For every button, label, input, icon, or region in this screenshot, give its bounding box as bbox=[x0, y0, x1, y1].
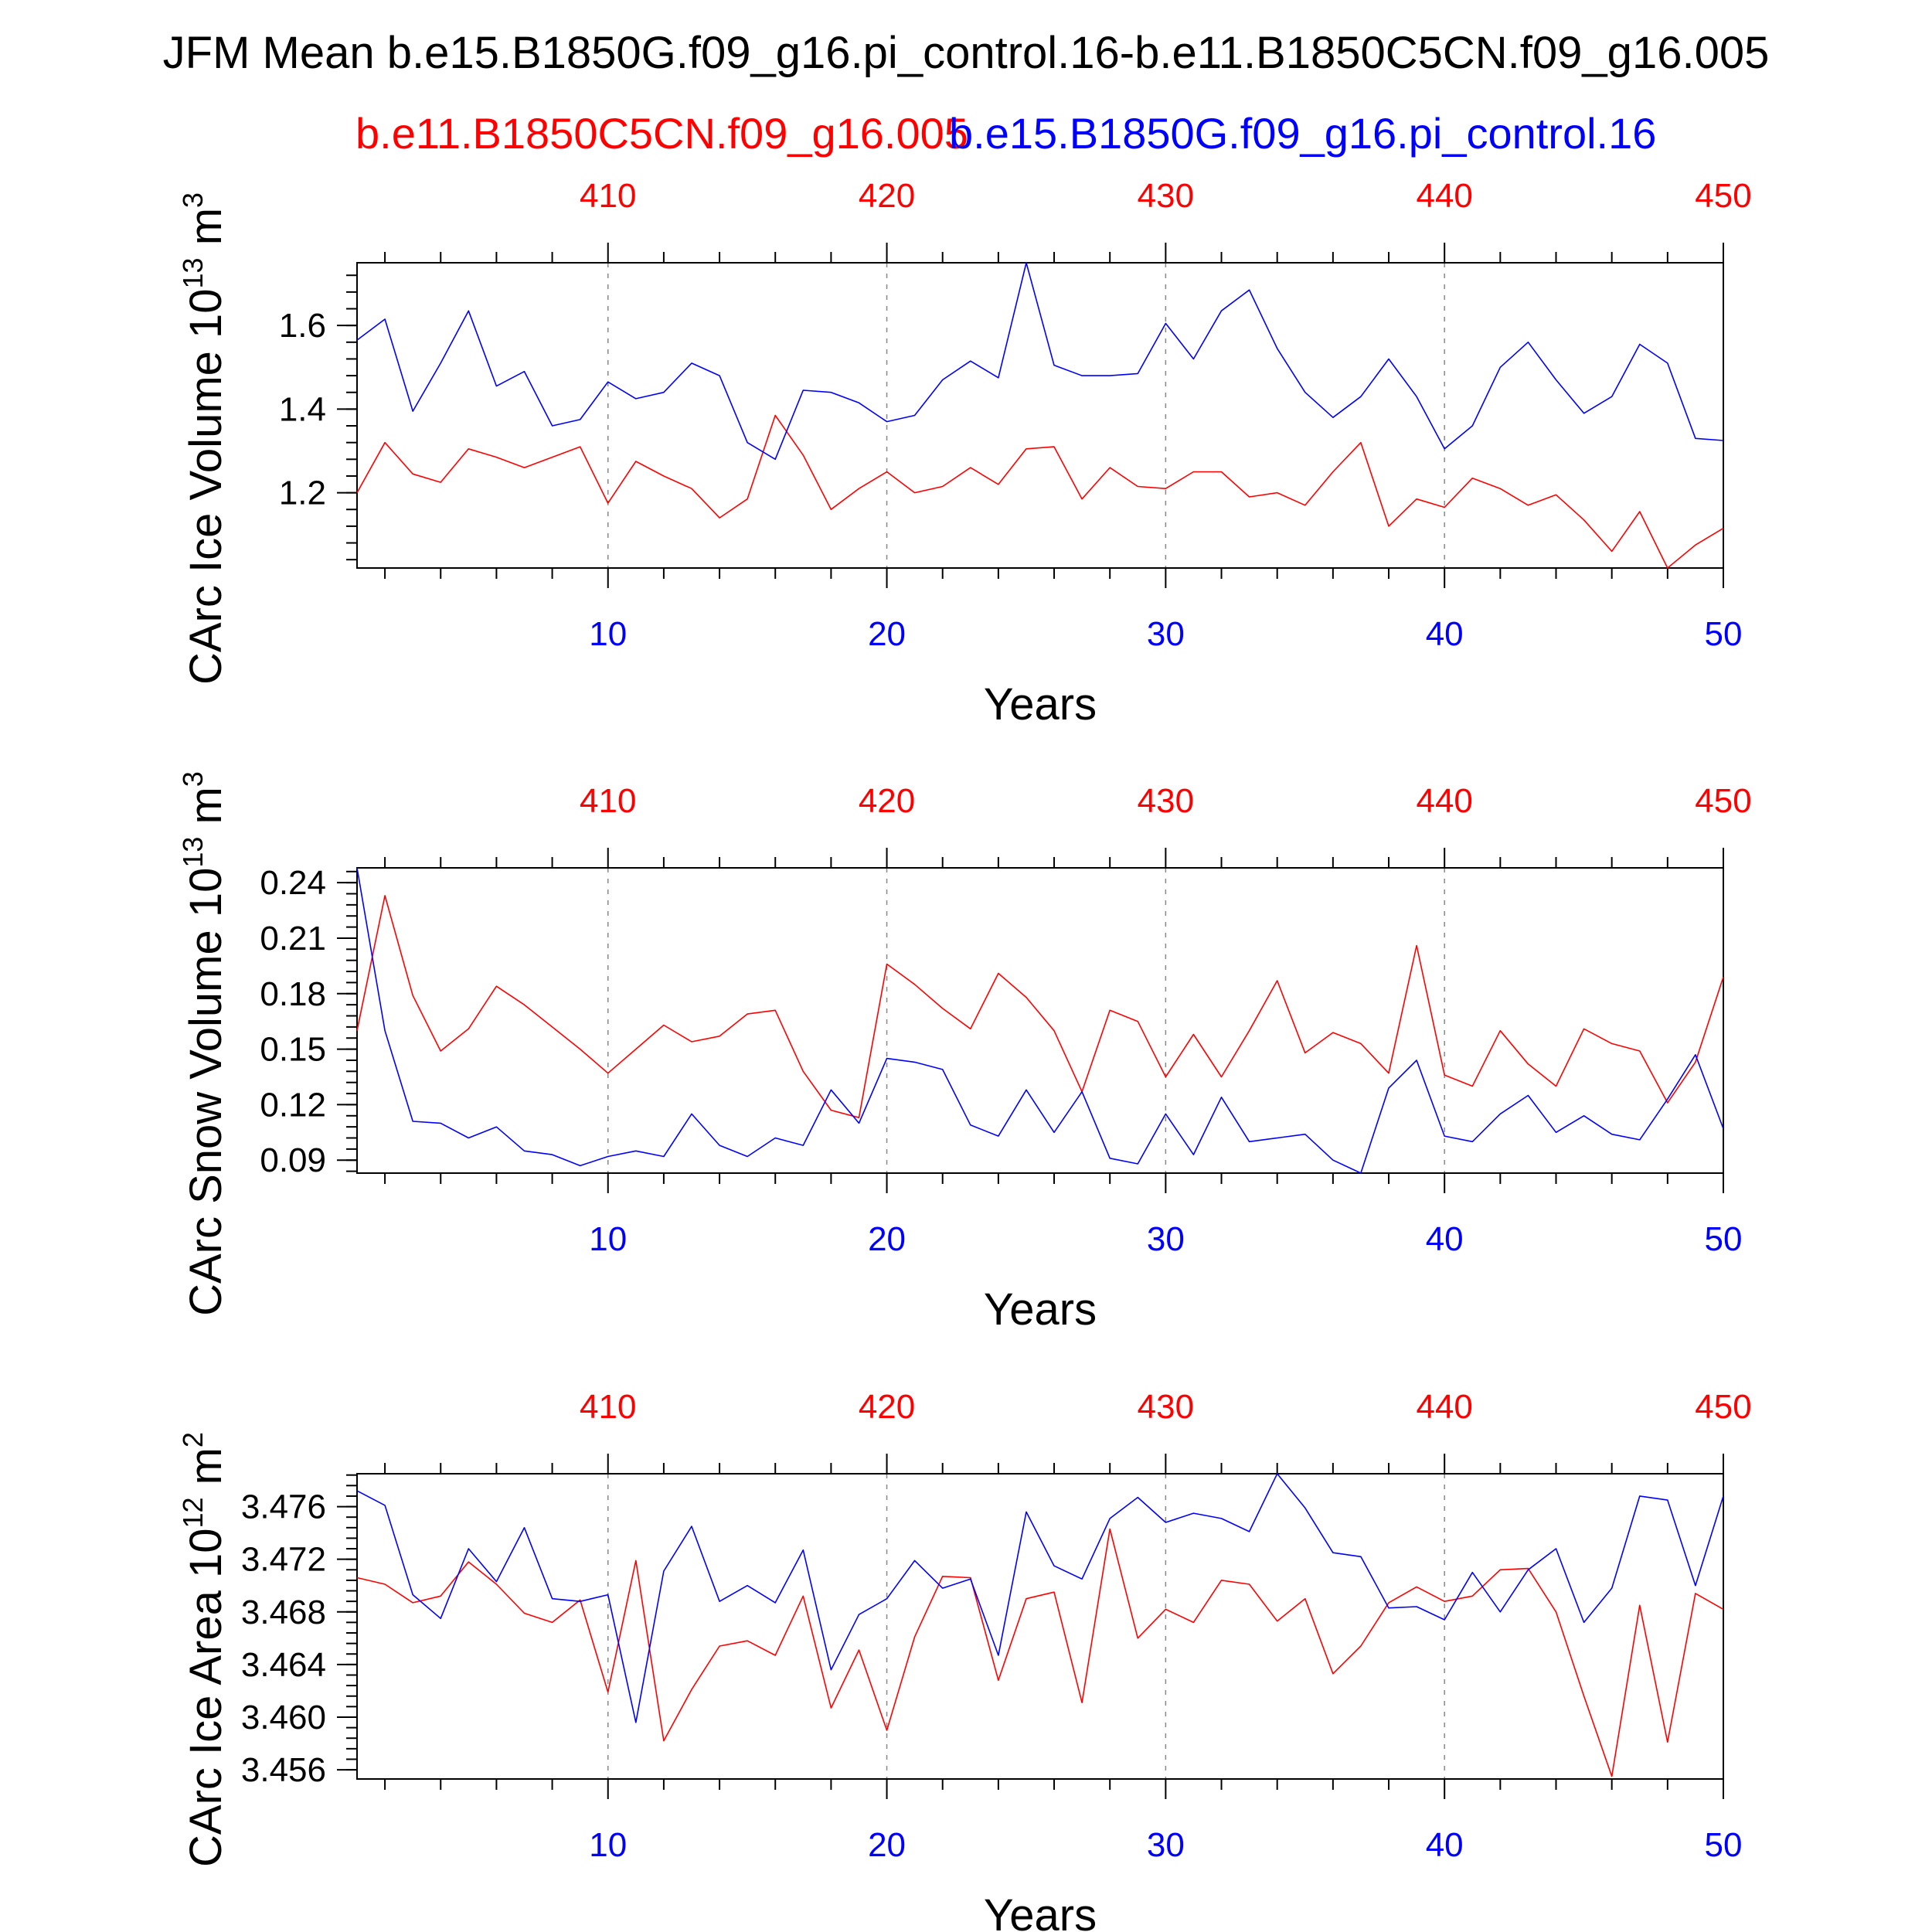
series-line-blue bbox=[356, 867, 1724, 1174]
y-tick-label: 3.472 bbox=[241, 1541, 326, 1579]
x-axis-label: Years bbox=[984, 679, 1097, 730]
series-line-red bbox=[356, 895, 1724, 1118]
x-tick-label-top: 440 bbox=[1416, 177, 1472, 215]
y-tick-label: 1.4 bbox=[279, 390, 326, 428]
y-tick-label: 3.464 bbox=[241, 1646, 326, 1684]
x-axis-label: Years bbox=[984, 1284, 1097, 1335]
series-line-red bbox=[356, 1528, 1724, 1777]
y-tick-label: 3.476 bbox=[241, 1488, 326, 1526]
x-tick-label-top: 430 bbox=[1138, 782, 1194, 820]
y-tick-label: 3.468 bbox=[241, 1594, 326, 1631]
x-tick-label: 30 bbox=[1147, 1826, 1185, 1864]
y-axis-label: CArc Ice Area 1012 m2 bbox=[177, 1432, 231, 1867]
series-line-blue bbox=[356, 262, 1724, 461]
plot-frame bbox=[356, 867, 1724, 1174]
series-line-red bbox=[356, 414, 1724, 569]
x-tick-label-top: 450 bbox=[1695, 782, 1751, 820]
x-tick-label: 10 bbox=[589, 1826, 627, 1864]
y-tick-label: 0.09 bbox=[260, 1141, 326, 1179]
x-tick-label-top: 450 bbox=[1695, 1388, 1751, 1426]
x-tick-label-top: 420 bbox=[859, 1388, 915, 1426]
y-axis-label: CArc Ice Volume 1013 m3 bbox=[177, 192, 231, 685]
x-tick-label-top: 440 bbox=[1416, 1388, 1472, 1426]
x-tick-label: 20 bbox=[868, 615, 906, 653]
y-tick-label: 0.24 bbox=[260, 864, 326, 902]
series-line-blue bbox=[356, 1473, 1724, 1723]
x-tick-label-top: 410 bbox=[580, 177, 636, 215]
y-tick-label: 0.15 bbox=[260, 1031, 326, 1069]
x-tick-label: 30 bbox=[1147, 1220, 1185, 1258]
y-tick-label: 0.18 bbox=[260, 975, 326, 1013]
plot-frame bbox=[356, 262, 1724, 569]
x-tick-label: 20 bbox=[868, 1826, 906, 1864]
x-tick-label: 20 bbox=[868, 1220, 906, 1258]
x-tick-label-top: 410 bbox=[580, 782, 636, 820]
x-axis-label: Years bbox=[984, 1890, 1097, 1932]
x-tick-label: 40 bbox=[1426, 1826, 1464, 1864]
x-tick-label: 30 bbox=[1147, 615, 1185, 653]
x-tick-label: 40 bbox=[1426, 1220, 1464, 1258]
y-tick-label: 1.2 bbox=[279, 474, 326, 512]
x-tick-label-top: 420 bbox=[859, 177, 915, 215]
x-tick-label-top: 430 bbox=[1138, 177, 1194, 215]
x-tick-label-top: 440 bbox=[1416, 782, 1472, 820]
x-tick-label-top: 430 bbox=[1138, 1388, 1194, 1426]
y-tick-label: 0.12 bbox=[260, 1086, 326, 1124]
y-tick-label: 0.21 bbox=[260, 920, 326, 957]
x-tick-label: 40 bbox=[1426, 615, 1464, 653]
panel-1: 10 410 20 420 30 430 40 440 50 450 Years 1.2 1.4 1.6 C… bbox=[177, 177, 1752, 730]
x-tick-label-top: 450 bbox=[1695, 177, 1751, 215]
x-tick-label: 10 bbox=[589, 1220, 627, 1258]
plot-frame bbox=[356, 1473, 1724, 1780]
x-tick-label-top: 420 bbox=[859, 782, 915, 820]
x-tick-label-top: 410 bbox=[580, 1388, 636, 1426]
y-axis-label: CArc Snow Volume 1013 m3 bbox=[177, 771, 231, 1316]
legend-red-case: b.e11.B1850C5CN.f09_g16.005 bbox=[355, 109, 968, 158]
x-tick-label: 50 bbox=[1705, 1220, 1743, 1258]
figure-title: JFM Mean b.e15.B1850G.f09_g16.pi_control… bbox=[163, 28, 1770, 78]
panel-3: 10 410 20 420 30 430 40 440 50 450 Years 3.456 3.460… bbox=[177, 1388, 1752, 1932]
y-tick-label: 1.6 bbox=[279, 307, 326, 345]
y-tick-label: 3.460 bbox=[241, 1699, 326, 1736]
x-tick-label: 50 bbox=[1705, 615, 1743, 653]
x-tick-label: 10 bbox=[589, 615, 627, 653]
x-tick-label: 50 bbox=[1705, 1826, 1743, 1864]
panel-2: 10 410 20 420 30 430 40 440 50 450 Years 0.09 0.12 0.… bbox=[177, 771, 1752, 1335]
legend-blue-case: b.e15.B1850G.f09_g16.pi_control.16 bbox=[949, 109, 1656, 158]
y-tick-label: 3.456 bbox=[241, 1751, 326, 1789]
